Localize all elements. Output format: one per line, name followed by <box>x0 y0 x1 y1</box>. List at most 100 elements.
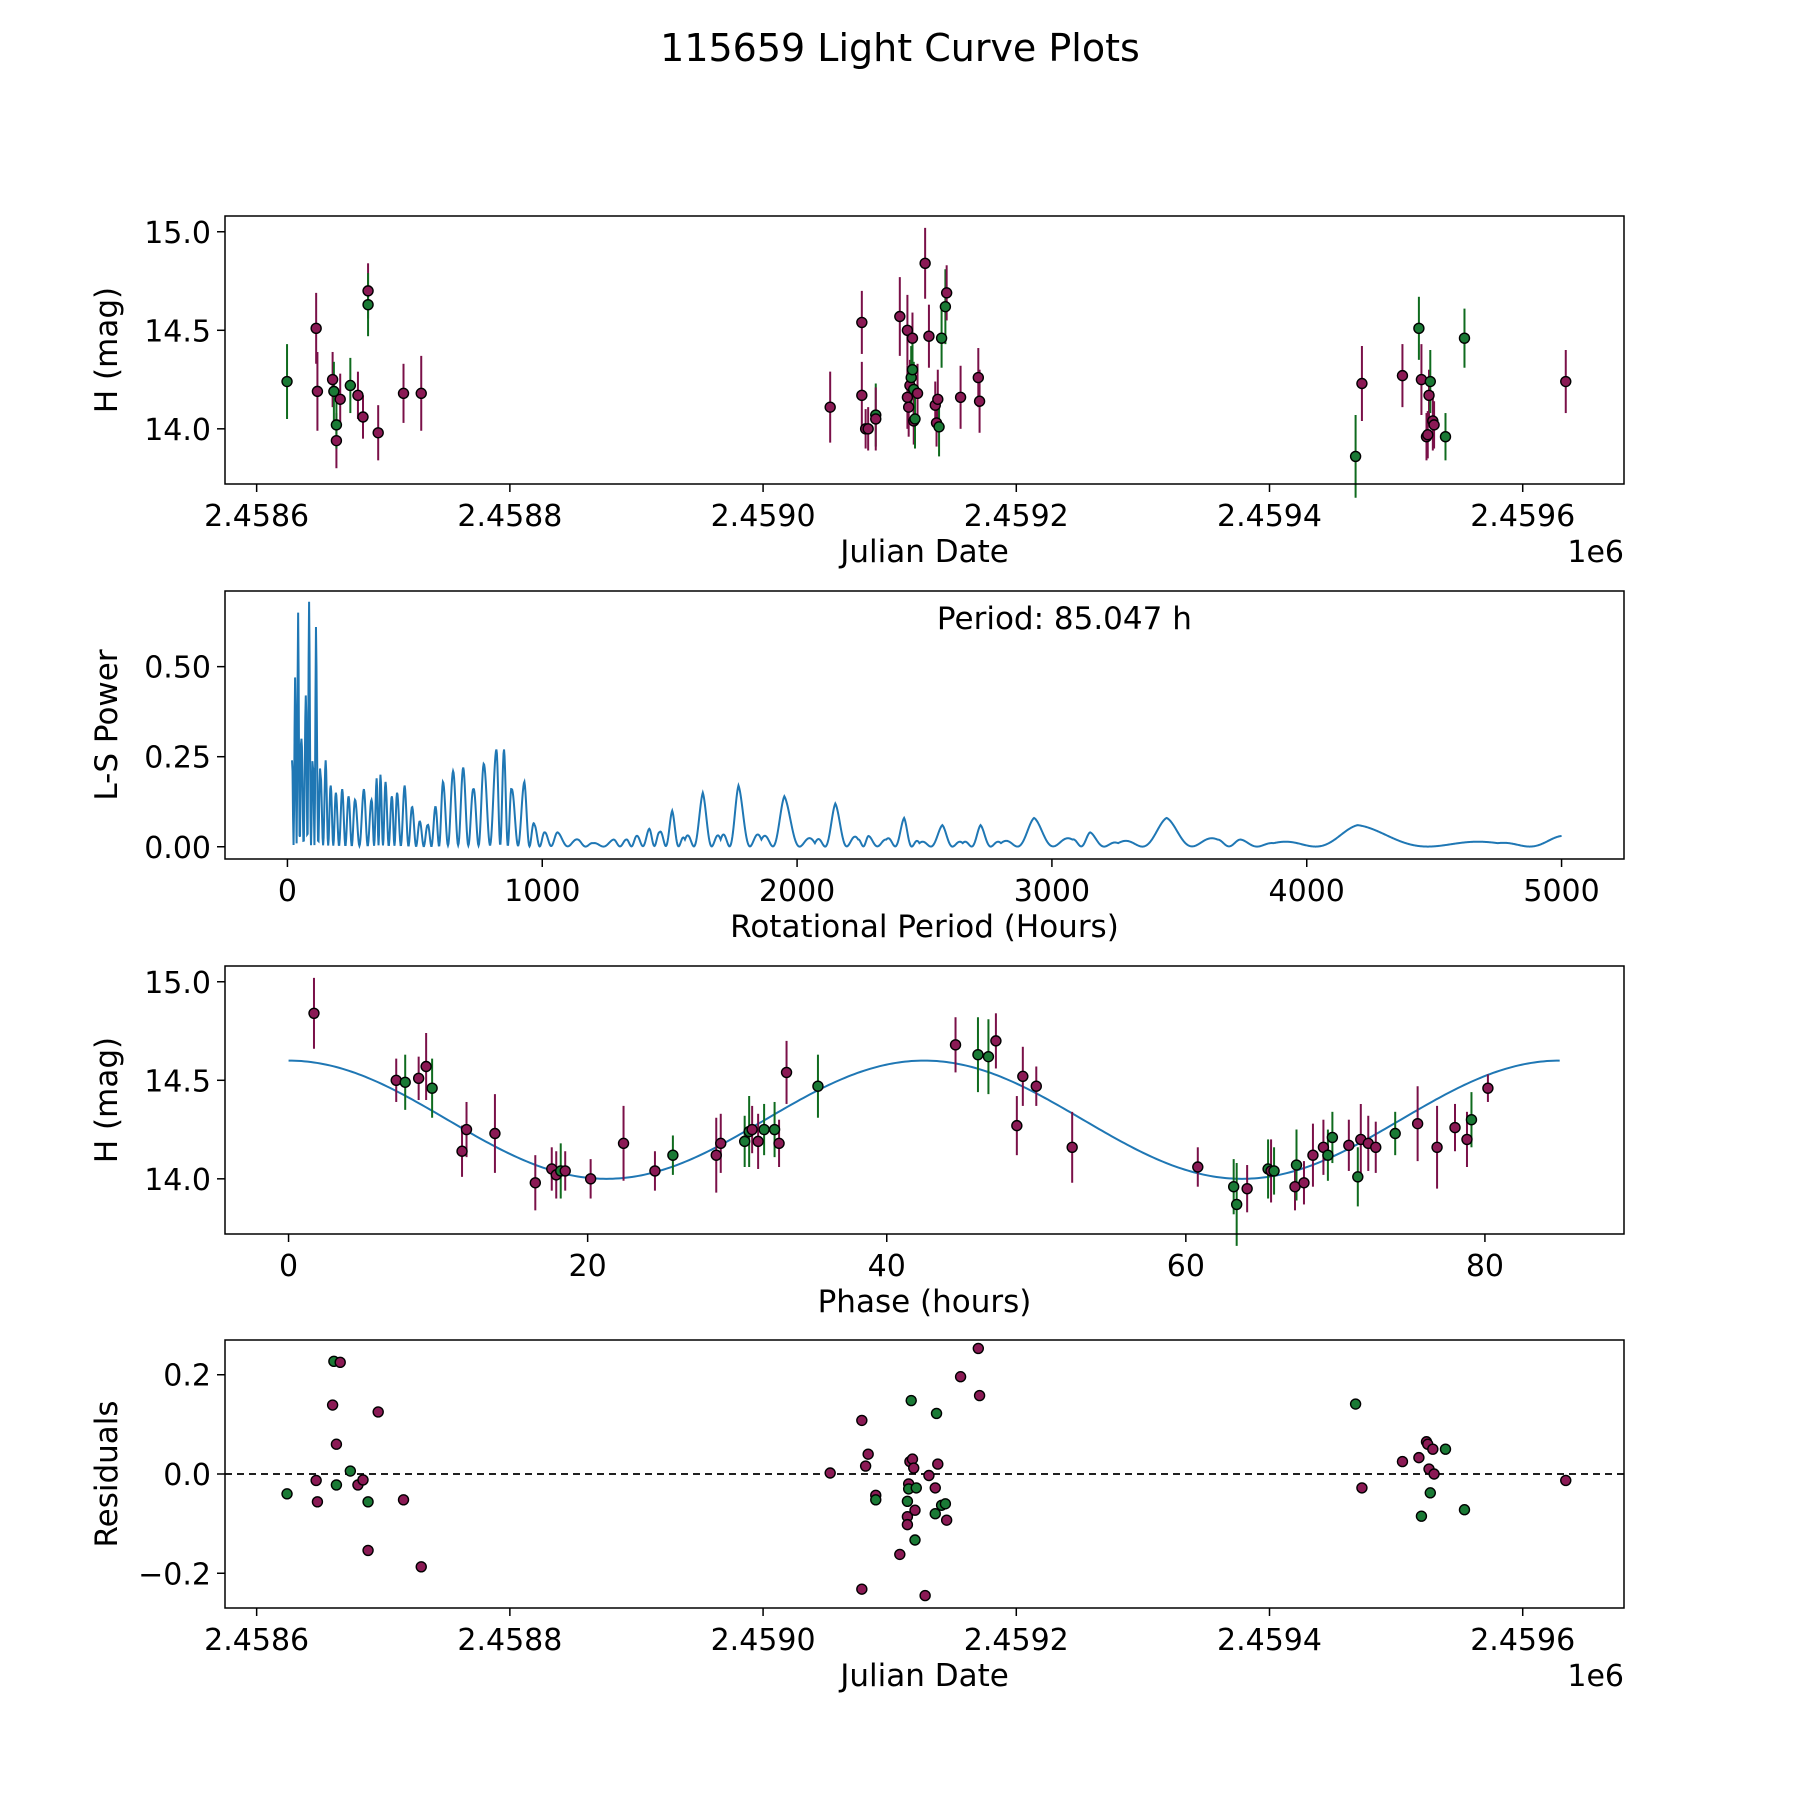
data-point <box>870 1494 882 1506</box>
data-point <box>1396 1455 1409 1468</box>
data-point <box>768 1123 781 1136</box>
data-point <box>935 332 948 344</box>
y-tick-label: 14.0 <box>144 1163 211 1198</box>
y-tick-label: 14.5 <box>144 314 211 349</box>
x-tick-label: 2.4586 <box>204 499 309 534</box>
data-point <box>1415 1510 1428 1522</box>
y-axis-label: H (mag) <box>89 287 125 413</box>
data-point <box>773 1137 785 1150</box>
y-axis-label: Residuals <box>89 1400 125 1547</box>
x-tick-label: 2000 <box>759 874 835 909</box>
data-point <box>972 1048 984 1061</box>
data-point <box>1370 1141 1382 1153</box>
data-point <box>824 401 836 413</box>
x-tick-label: 80 <box>1466 1249 1504 1284</box>
data-point <box>982 1050 995 1063</box>
data-point <box>357 1474 369 1486</box>
periodogram-panel: 0 1000 2000 3000 4000 5000 0.00 0.25 0.50 Rotatio… <box>89 590 1625 945</box>
data-point <box>308 1007 320 1019</box>
data-point <box>738 1135 751 1148</box>
data-point <box>856 1583 868 1595</box>
data-point <box>559 1165 571 1177</box>
data-point <box>1411 1117 1424 1130</box>
data-point <box>426 1082 438 1094</box>
data-point <box>911 387 924 400</box>
data-point <box>529 1177 542 1189</box>
data-point <box>1458 1504 1471 1516</box>
data-point <box>1449 1121 1461 1134</box>
y-tick-label: 0.25 <box>144 741 211 776</box>
data-point <box>1458 332 1471 344</box>
data-point <box>415 387 427 400</box>
data-point <box>412 1072 425 1085</box>
data-point <box>456 1145 468 1157</box>
data-point <box>752 1135 764 1148</box>
data-point <box>909 1504 921 1516</box>
y-tick-label: −0.2 <box>138 1557 211 1592</box>
x-tick-label: 3000 <box>1014 874 1090 909</box>
data-point <box>862 1448 874 1460</box>
data-point <box>1011 1119 1023 1132</box>
data-point <box>357 411 369 423</box>
data-point <box>1356 1482 1368 1494</box>
figure-title: 115659 Light Curve Plots <box>660 26 1140 70</box>
x-tick-label: 2.4590 <box>711 1623 816 1658</box>
data-point <box>310 322 322 335</box>
y-tick-label: 14.0 <box>144 413 211 448</box>
x-offset-label: 1e6 <box>1567 1659 1624 1694</box>
data-point <box>1461 1133 1473 1146</box>
data-point <box>1298 1177 1310 1189</box>
data-point <box>940 287 953 299</box>
data-point <box>910 1482 922 1494</box>
x-tick-label: 0 <box>279 1249 298 1284</box>
x-axis-label: Julian Date <box>838 1658 1009 1694</box>
data-point <box>1349 1398 1362 1410</box>
y-tick-label: 0.00 <box>144 831 211 866</box>
y-tick-label: 15.0 <box>144 216 211 251</box>
periodogram-line <box>291 601 1562 850</box>
data-point <box>326 373 339 386</box>
data-point <box>352 389 364 402</box>
x-tick-label: 2.4596 <box>1470 1623 1575 1658</box>
data-point <box>973 395 986 407</box>
data-point <box>326 1399 339 1411</box>
data-point <box>1396 369 1409 382</box>
data-point <box>1030 1080 1042 1092</box>
data-point <box>1192 1161 1204 1173</box>
data-point <box>1482 1082 1494 1094</box>
data-point <box>372 1406 384 1418</box>
data-point <box>420 1060 432 1073</box>
x-tick-label: 2.4588 <box>457 499 562 534</box>
y-axis-label: L-S Power <box>89 649 125 800</box>
data-point <box>1349 450 1362 463</box>
data-point <box>281 375 293 388</box>
data-point <box>862 423 874 435</box>
data-point <box>1428 419 1440 431</box>
x-tick-label: 5000 <box>1523 874 1599 909</box>
y-tick-label: 14.5 <box>144 1064 211 1099</box>
x-tick-label: 20 <box>569 1249 607 1284</box>
data-point <box>1326 1131 1339 1144</box>
data-point <box>1389 1127 1401 1140</box>
data-point <box>330 1438 343 1450</box>
data-point <box>949 1039 962 1051</box>
data-point <box>334 393 346 405</box>
data-point <box>1343 1139 1355 1152</box>
data-point <box>824 1467 836 1479</box>
data-point <box>715 1137 727 1150</box>
data-point <box>415 1561 427 1573</box>
data-point <box>1227 1181 1240 1193</box>
data-point <box>909 1534 921 1546</box>
data-point <box>1066 1141 1078 1153</box>
data-point <box>1424 375 1436 388</box>
data-point <box>328 385 340 398</box>
x-tick-label: 4000 <box>1269 874 1345 909</box>
x-tick-label: 0 <box>278 874 297 909</box>
data-point <box>856 389 868 402</box>
data-point <box>281 1488 293 1500</box>
data-point <box>1290 1159 1303 1171</box>
data-point <box>932 1458 944 1470</box>
data-point <box>990 1035 1002 1047</box>
x-tick-label: 2.4586 <box>204 1623 309 1658</box>
